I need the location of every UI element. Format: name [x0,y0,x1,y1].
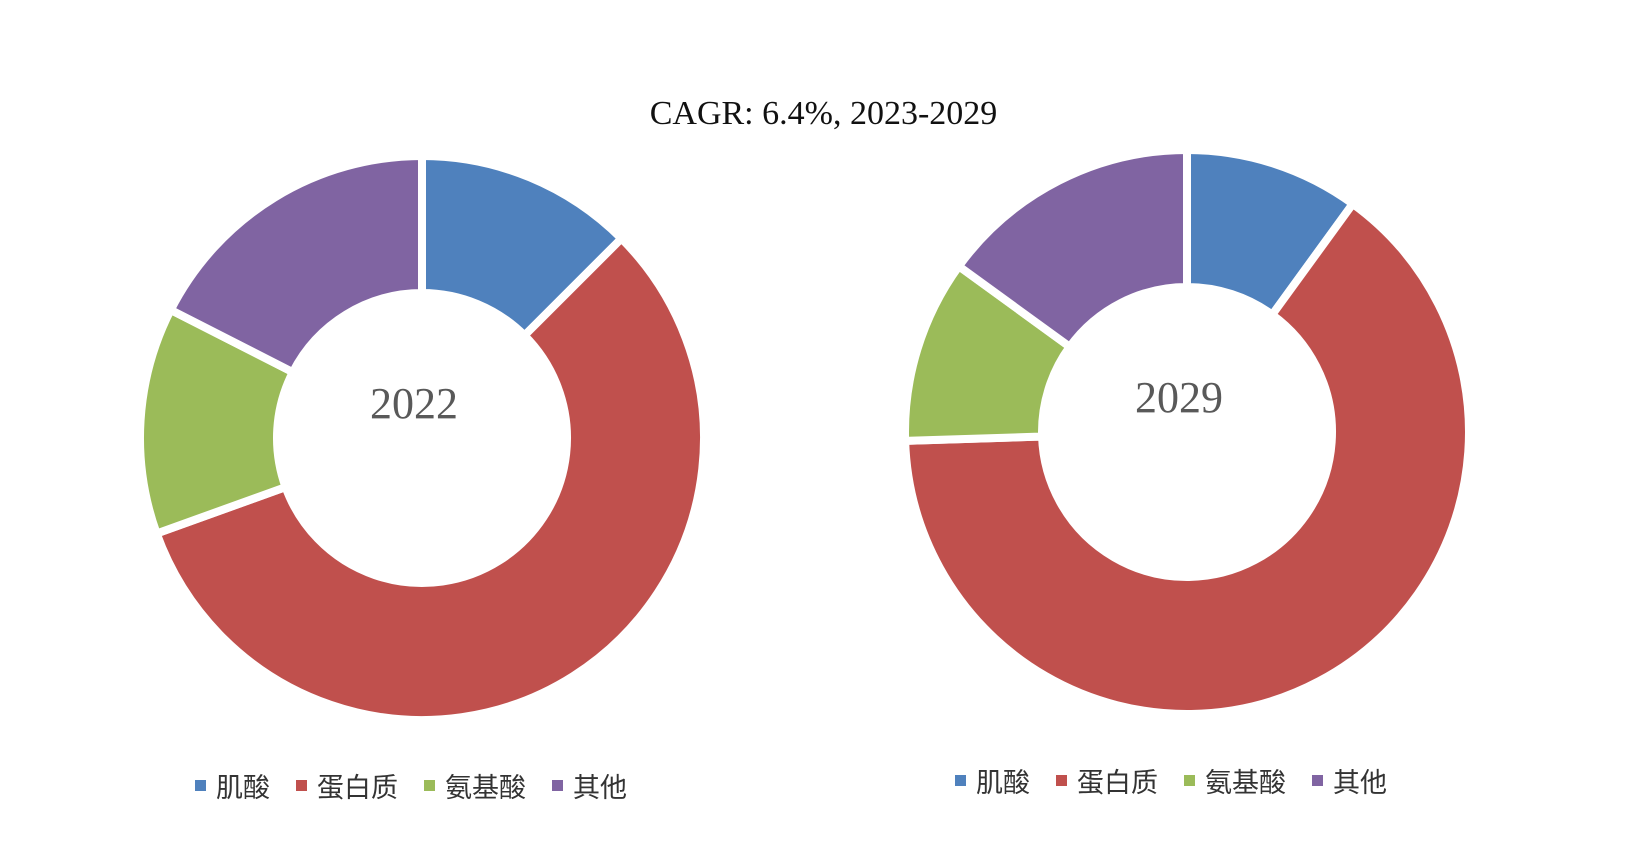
legend-swatch [195,780,206,791]
legend-label: 其他 [573,773,627,804]
legend-item: 蛋白质 [296,766,398,805]
legend-swatch [424,780,435,791]
legend-label: 蛋白质 [317,773,398,804]
legend-item: 肌酸 [195,766,270,805]
legend-item: 氨基酸 [1184,761,1286,800]
legend-swatch [955,775,966,786]
legend-swatch [1056,775,1067,786]
legend-label: 氨基酸 [1205,768,1286,799]
donut-center-label: 2022 [370,379,458,428]
legend-swatch [1312,775,1323,786]
legend-item: 氨基酸 [424,766,526,805]
donut-slice-2029-3 [953,145,1191,353]
legend-item: 其他 [552,766,627,805]
legend-swatch [552,780,563,791]
donut-slice-2022-2 [136,304,299,539]
donut-center-label: 2029 [1135,373,1223,422]
legend-label: 氨基酸 [445,773,526,804]
legend-swatch [296,780,307,791]
legend-label: 其他 [1333,768,1387,799]
legend-label: 肌酸 [216,773,270,804]
donut-slice-2022-1 [151,232,708,724]
donut-slice-2022-3 [165,151,426,378]
legend-label: 肌酸 [976,768,1030,799]
legend-label: 蛋白质 [1077,768,1158,799]
legend-2029: 肌酸 蛋白质 氨基酸 其他 [955,761,1387,800]
legend-2022: 肌酸 蛋白质 氨基酸 其他 [195,766,627,805]
legend-item: 肌酸 [955,761,1030,800]
legend-item: 蛋白质 [1056,761,1158,800]
legend-swatch [1184,775,1195,786]
chart-title: CAGR: 6.4%, 2023-2029 [649,95,998,132]
donut-slice-2029-1 [901,198,1473,718]
legend-item: 其他 [1312,761,1387,800]
